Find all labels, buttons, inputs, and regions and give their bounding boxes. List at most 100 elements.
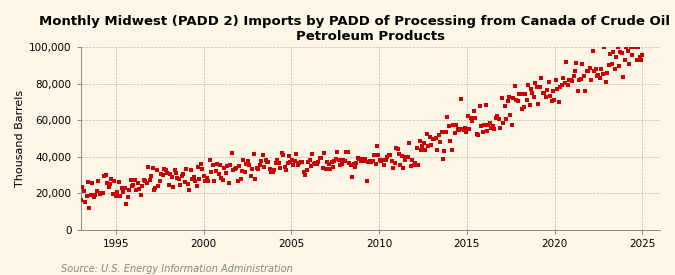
Point: [105, 182, 115, 186]
Point: [454, 127, 464, 132]
Point: [467, 119, 478, 123]
Point: [526, 87, 537, 92]
Point: [554, 100, 564, 104]
Point: [127, 184, 138, 189]
Point: [618, 75, 629, 79]
Point: [267, 170, 278, 174]
Point: [304, 157, 315, 162]
Point: [377, 158, 388, 162]
Point: [632, 45, 643, 49]
Point: [121, 202, 132, 206]
Point: [277, 153, 288, 157]
Point: [82, 180, 93, 184]
Point: [361, 179, 372, 183]
Point: [247, 166, 258, 171]
Point: [430, 136, 441, 141]
Point: [423, 144, 434, 148]
Title: Monthly Midwest (PADD 2) Imports by PADD of Processing from Canada of Crude Oil : Monthly Midwest (PADD 2) Imports by PADD…: [38, 15, 675, 43]
Point: [586, 78, 597, 82]
Point: [144, 178, 155, 182]
Point: [401, 155, 412, 159]
Point: [608, 50, 618, 55]
Point: [477, 130, 488, 135]
Point: [159, 167, 169, 171]
Point: [556, 82, 567, 87]
Point: [524, 103, 535, 107]
Point: [634, 55, 645, 59]
Point: [320, 167, 331, 172]
Point: [590, 67, 601, 72]
Point: [462, 114, 473, 118]
Point: [442, 114, 453, 119]
Point: [460, 126, 470, 131]
Point: [191, 183, 202, 188]
Point: [228, 167, 239, 172]
Point: [496, 96, 507, 100]
Point: [225, 163, 236, 167]
Point: [338, 158, 348, 163]
Point: [475, 104, 485, 109]
Point: [125, 177, 136, 182]
Point: [570, 69, 580, 73]
Point: [395, 162, 406, 167]
Point: [464, 126, 475, 131]
Point: [536, 76, 547, 81]
Point: [115, 194, 126, 199]
Point: [118, 190, 129, 194]
Point: [611, 55, 622, 60]
Point: [96, 191, 107, 195]
Point: [209, 178, 219, 183]
Point: [362, 160, 373, 164]
Point: [495, 126, 506, 130]
Point: [327, 164, 338, 169]
Point: [414, 138, 425, 143]
Point: [595, 75, 605, 80]
Point: [443, 124, 454, 128]
Point: [558, 75, 568, 80]
Point: [439, 149, 450, 154]
Point: [531, 85, 542, 90]
Point: [458, 127, 469, 132]
Point: [157, 173, 168, 177]
Point: [307, 152, 318, 156]
Point: [244, 163, 254, 167]
Point: [91, 189, 102, 194]
Point: [302, 160, 313, 164]
Point: [383, 153, 394, 158]
Point: [366, 160, 377, 164]
Point: [476, 124, 487, 128]
Point: [240, 170, 250, 175]
Point: [551, 78, 562, 82]
Point: [282, 161, 293, 166]
Point: [319, 150, 329, 155]
Point: [111, 194, 122, 198]
Point: [596, 67, 607, 71]
Point: [113, 179, 124, 184]
Point: [371, 143, 382, 148]
Point: [472, 132, 483, 137]
Point: [451, 123, 462, 128]
Point: [605, 52, 616, 56]
Point: [169, 167, 180, 172]
Point: [471, 132, 482, 136]
Point: [290, 159, 300, 163]
Point: [347, 175, 358, 180]
Point: [165, 172, 176, 177]
Point: [441, 130, 452, 134]
Point: [485, 120, 495, 125]
Point: [637, 53, 648, 57]
Point: [486, 126, 497, 130]
Point: [392, 147, 403, 152]
Point: [95, 192, 105, 197]
Point: [479, 123, 489, 127]
Point: [481, 129, 492, 134]
Point: [631, 57, 642, 62]
Point: [500, 104, 510, 109]
Point: [433, 133, 444, 137]
Point: [543, 80, 554, 84]
Point: [210, 169, 221, 173]
Point: [259, 165, 269, 169]
Point: [609, 66, 620, 71]
Point: [226, 151, 237, 155]
Point: [564, 78, 574, 82]
